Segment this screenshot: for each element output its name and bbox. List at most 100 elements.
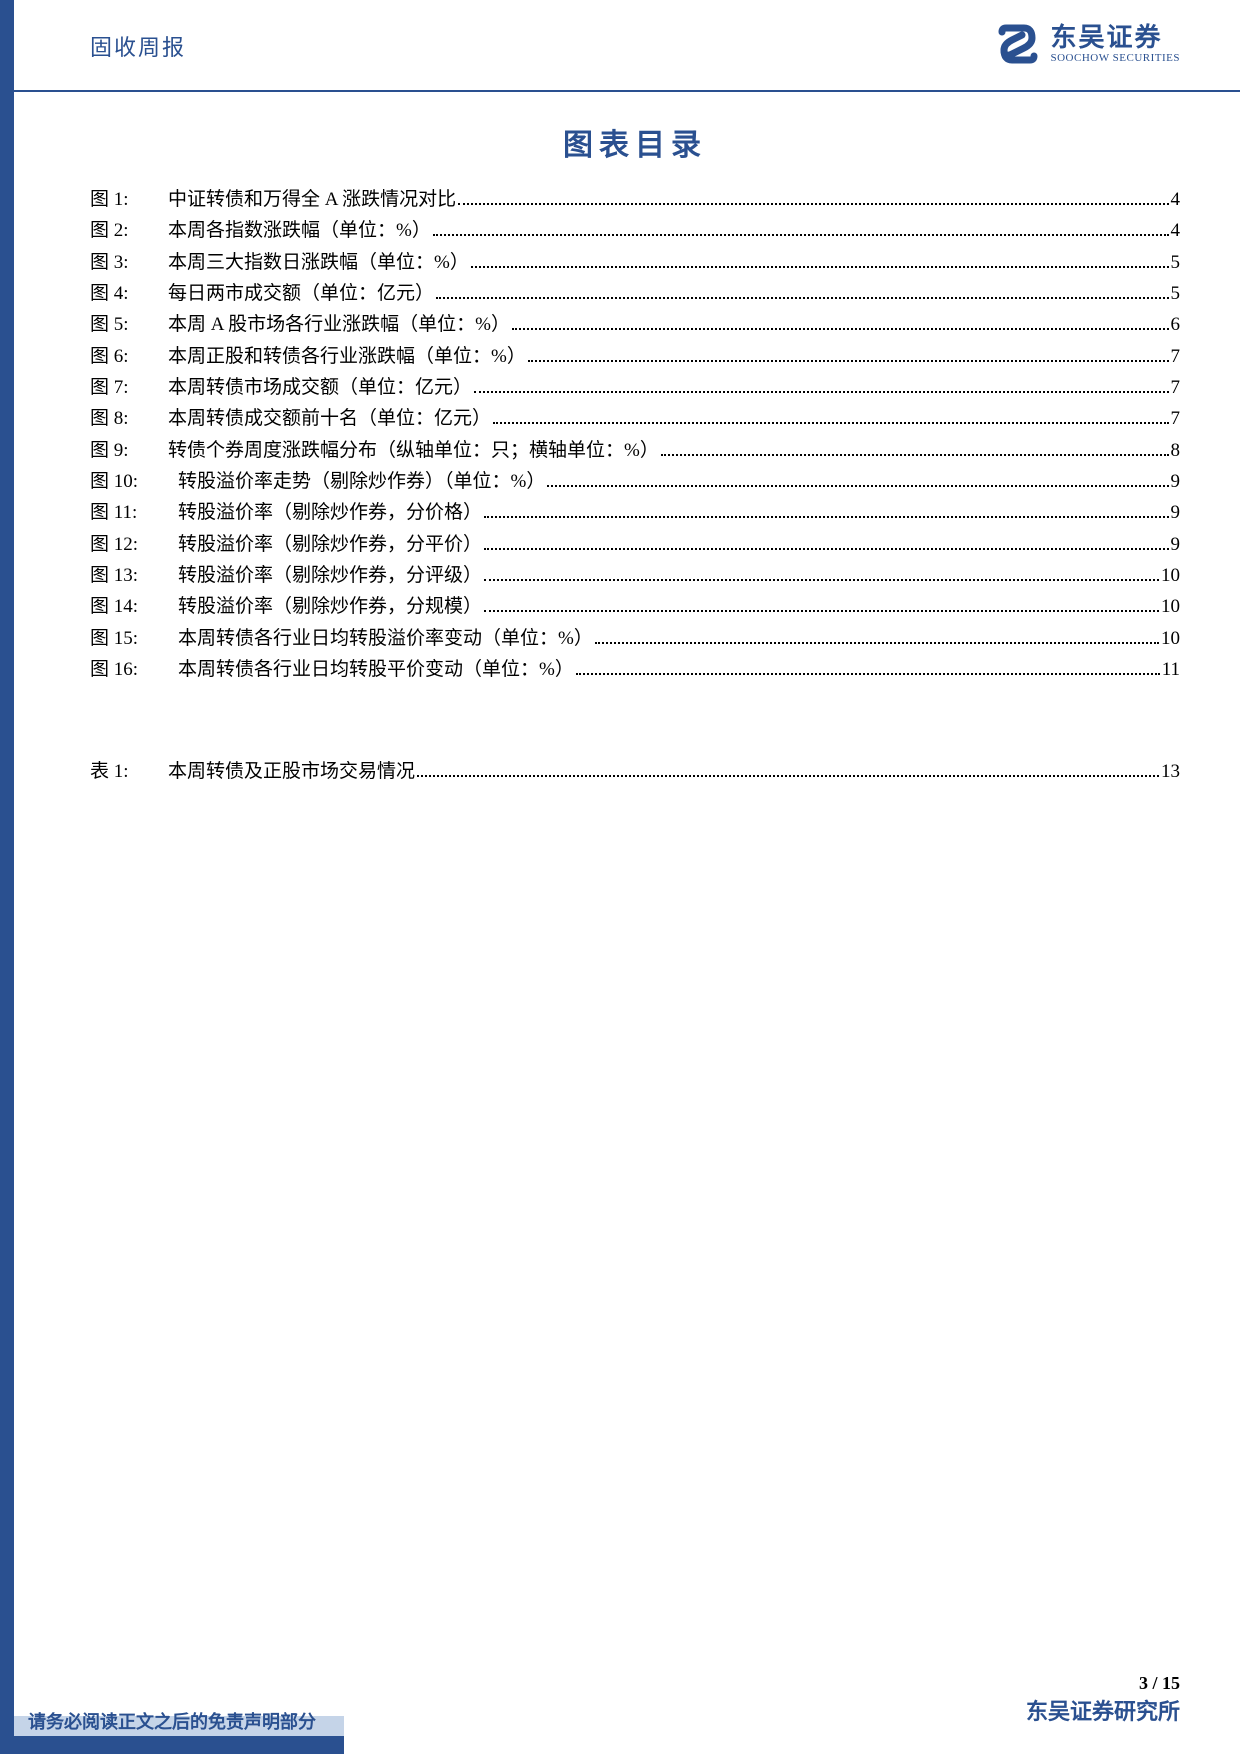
toc-page: 10 bbox=[1161, 591, 1180, 622]
logo-icon bbox=[994, 20, 1042, 68]
toc-page: 9 bbox=[1171, 497, 1181, 528]
toc-label: 图 3: bbox=[90, 247, 168, 278]
page-total: 15 bbox=[1162, 1673, 1180, 1693]
toc-row: 图 1:中证转债和万得全 A 涨跌情况对比 4 bbox=[90, 184, 1180, 215]
toc-label: 图 11: bbox=[90, 497, 178, 528]
toc-dots bbox=[458, 203, 1168, 205]
toc-figures-list: 图 1:中证转债和万得全 A 涨跌情况对比4图 2:本周各指数涨跌幅（单位：%）… bbox=[90, 184, 1180, 686]
toc-text: 每日两市成交额（单位：亿元） bbox=[168, 278, 434, 309]
toc-dots bbox=[484, 548, 1168, 550]
toc-title: 图表目录 bbox=[90, 120, 1180, 164]
toc-text: 中证转债和万得全 A 涨跌情况对比 bbox=[168, 184, 456, 215]
content-area: 图表目录 图 1:中证转债和万得全 A 涨跌情况对比4图 2:本周各指数涨跌幅（… bbox=[90, 120, 1180, 787]
toc-row: 图 7:本周转债市场成交额（单位：亿元） 7 bbox=[90, 372, 1180, 403]
toc-page: 5 bbox=[1171, 278, 1181, 309]
toc-label: 图 7: bbox=[90, 372, 168, 403]
logo-text: 东吴证券 SOOCHOW SECURITIES bbox=[1050, 24, 1180, 65]
toc-row: 图 16:本周转债各行业日均转股平价变动（单位：%） 11 bbox=[90, 654, 1180, 685]
toc-text: 转股溢价率（剔除炒作券，分平价） bbox=[178, 529, 482, 560]
toc-dots bbox=[484, 610, 1159, 612]
header: 固收周报 东吴证券 SOOCHOW SECURITIES bbox=[0, 30, 1240, 62]
toc-page: 10 bbox=[1161, 623, 1180, 654]
toc-page: 6 bbox=[1171, 309, 1181, 340]
footer: 3 / 15 东吴证券研究所 请务必阅读正文之后的免责声明部分 bbox=[0, 1664, 1240, 1754]
toc-label: 图 1: bbox=[90, 184, 168, 215]
toc-section-gap bbox=[90, 686, 1180, 756]
toc-text: 转股溢价率（剔除炒作券，分评级） bbox=[178, 560, 482, 591]
page-sep: / bbox=[1148, 1673, 1162, 1693]
toc-row: 图 14:转股溢价率（剔除炒作券，分规模） 10 bbox=[90, 591, 1180, 622]
toc-row: 图 12:转股溢价率（剔除炒作券，分平价） 9 bbox=[90, 529, 1180, 560]
toc-label: 图 5: bbox=[90, 309, 168, 340]
toc-dots bbox=[417, 775, 1159, 777]
toc-dots bbox=[512, 328, 1168, 330]
toc-dots bbox=[661, 454, 1169, 456]
toc-page: 7 bbox=[1171, 341, 1181, 372]
logo-en: SOOCHOW SECURITIES bbox=[1050, 52, 1180, 64]
toc-dots bbox=[528, 360, 1169, 362]
header-divider bbox=[14, 90, 1240, 92]
toc-page: 9 bbox=[1171, 466, 1181, 497]
toc-page: 9 bbox=[1171, 529, 1181, 560]
toc-text: 本周 A 股市场各行业涨跌幅（单位：%） bbox=[168, 309, 510, 340]
toc-text: 转债个券周度涨跌幅分布（纵轴单位：只；横轴单位：%） bbox=[168, 435, 659, 466]
toc-page: 4 bbox=[1171, 184, 1181, 215]
footer-bar-dark bbox=[14, 1736, 344, 1754]
toc-page: 7 bbox=[1171, 372, 1181, 403]
toc-label: 图 9: bbox=[90, 435, 168, 466]
toc-row: 图 5:本周 A 股市场各行业涨跌幅（单位：%） 6 bbox=[90, 309, 1180, 340]
toc-row: 图 15:本周转债各行业日均转股溢价率变动（单位：%） 10 bbox=[90, 623, 1180, 654]
toc-text: 转股溢价率（剔除炒作券，分价格） bbox=[178, 497, 482, 528]
toc-row: 图 8:本周转债成交额前十名（单位：亿元） 7 bbox=[90, 403, 1180, 434]
toc-label: 图 12: bbox=[90, 529, 178, 560]
page-number: 3 / 15 bbox=[1139, 1673, 1180, 1694]
toc-label: 图 8: bbox=[90, 403, 168, 434]
toc-label: 图 10: bbox=[90, 466, 178, 497]
toc-tables-list: 表 1:本周转债及正股市场交易情况 13 bbox=[90, 756, 1180, 787]
toc-page: 7 bbox=[1171, 403, 1181, 434]
left-accent-bar bbox=[0, 0, 14, 1754]
toc-page: 10 bbox=[1161, 560, 1180, 591]
toc-dots bbox=[547, 485, 1168, 487]
toc-page: 11 bbox=[1162, 654, 1180, 685]
footer-org: 东吴证券研究所 bbox=[1026, 1694, 1180, 1726]
logo-cn: 东吴证券 bbox=[1050, 24, 1180, 53]
page-current: 3 bbox=[1139, 1673, 1148, 1693]
toc-dots bbox=[576, 673, 1160, 675]
toc-label: 图 13: bbox=[90, 560, 178, 591]
toc-text: 本周转债市场成交额（单位：亿元） bbox=[168, 372, 472, 403]
toc-page: 4 bbox=[1171, 215, 1181, 246]
toc-dots bbox=[493, 422, 1168, 424]
toc-label: 图 4: bbox=[90, 278, 168, 309]
toc-label: 图 2: bbox=[90, 215, 168, 246]
toc-dots bbox=[436, 297, 1168, 299]
toc-row: 图 13:转股溢价率（剔除炒作券，分评级） 10 bbox=[90, 560, 1180, 591]
toc-label: 表 1: bbox=[90, 756, 168, 787]
toc-row: 图 2:本周各指数涨跌幅（单位：%） 4 bbox=[90, 215, 1180, 246]
toc-text: 本周正股和转债各行业涨跌幅（单位：%） bbox=[168, 341, 526, 372]
toc-row: 图 6:本周正股和转债各行业涨跌幅（单位：%） 7 bbox=[90, 341, 1180, 372]
footer-disclaimer: 请务必阅读正文之后的免责声明部分 bbox=[28, 1708, 316, 1734]
toc-page: 8 bbox=[1171, 435, 1181, 466]
toc-label: 图 15: bbox=[90, 623, 178, 654]
toc-dots bbox=[484, 579, 1159, 581]
toc-text: 转股溢价率走势（剔除炒作券）（单位：%） bbox=[178, 466, 545, 497]
toc-text: 本周转债各行业日均转股溢价率变动（单位：%） bbox=[178, 623, 593, 654]
toc-label: 图 14: bbox=[90, 591, 178, 622]
toc-row: 图 11:转股溢价率（剔除炒作券，分价格） 9 bbox=[90, 497, 1180, 528]
toc-text: 转股溢价率（剔除炒作券，分规模） bbox=[178, 591, 482, 622]
toc-text: 本周转债及正股市场交易情况 bbox=[168, 756, 415, 787]
toc-row: 图 10:转股溢价率走势（剔除炒作券）（单位：%） 9 bbox=[90, 466, 1180, 497]
toc-page: 13 bbox=[1161, 756, 1180, 787]
toc-text: 本周三大指数日涨跌幅（单位：%） bbox=[168, 247, 469, 278]
toc-label: 图 6: bbox=[90, 341, 168, 372]
toc-text: 本周各指数涨跌幅（单位：%） bbox=[168, 215, 431, 246]
toc-text: 本周转债各行业日均转股平价变动（单位：%） bbox=[178, 654, 574, 685]
toc-text: 本周转债成交额前十名（单位：亿元） bbox=[168, 403, 491, 434]
toc-dots bbox=[595, 642, 1159, 644]
toc-row: 图 3:本周三大指数日涨跌幅（单位：%）5 bbox=[90, 247, 1180, 278]
toc-dots bbox=[484, 516, 1168, 518]
toc-label: 图 16: bbox=[90, 654, 178, 685]
toc-dots bbox=[471, 266, 1169, 268]
toc-dots bbox=[433, 234, 1169, 236]
